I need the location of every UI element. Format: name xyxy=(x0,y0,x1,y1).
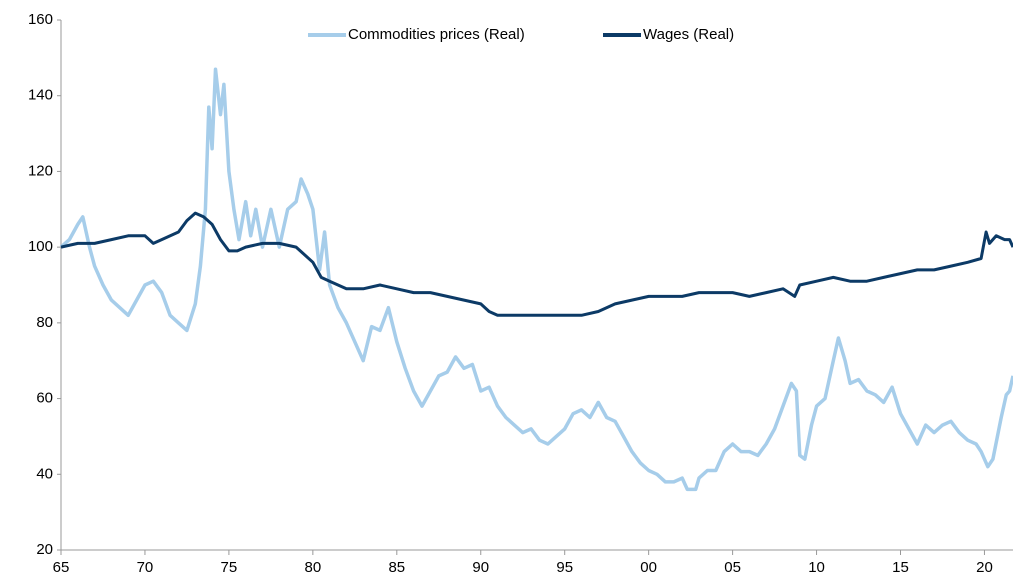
y-tick-label: 60 xyxy=(36,390,53,407)
x-tick-label: 70 xyxy=(137,559,154,576)
legend-label: Wages (Real) xyxy=(643,26,734,43)
x-tick-label: 15 xyxy=(892,559,909,576)
series-line xyxy=(59,67,1013,492)
y-tick-label: 80 xyxy=(36,314,53,331)
y-tick-label: 40 xyxy=(36,465,53,482)
y-tick-label: 120 xyxy=(28,162,53,179)
x-tick-label: 75 xyxy=(221,559,238,576)
x-tick-label: 65 xyxy=(53,559,70,576)
y-tick-label: 20 xyxy=(36,541,53,558)
x-tick-label: 85 xyxy=(388,559,405,576)
x-tick-label: 20 xyxy=(976,559,993,576)
y-tick-label: 140 xyxy=(28,87,53,104)
y-tick-label: 100 xyxy=(28,238,53,255)
series-line xyxy=(60,211,1013,317)
legend-label: Commodities prices (Real) xyxy=(348,26,525,43)
x-tick-label: 10 xyxy=(808,559,825,576)
x-tick-label: 05 xyxy=(724,559,741,576)
x-tick-label: 90 xyxy=(472,559,489,576)
x-tick-label: 00 xyxy=(640,559,657,576)
x-tick-label: 95 xyxy=(556,559,573,576)
x-tick-label: 80 xyxy=(305,559,322,576)
y-tick-label: 160 xyxy=(28,11,53,28)
